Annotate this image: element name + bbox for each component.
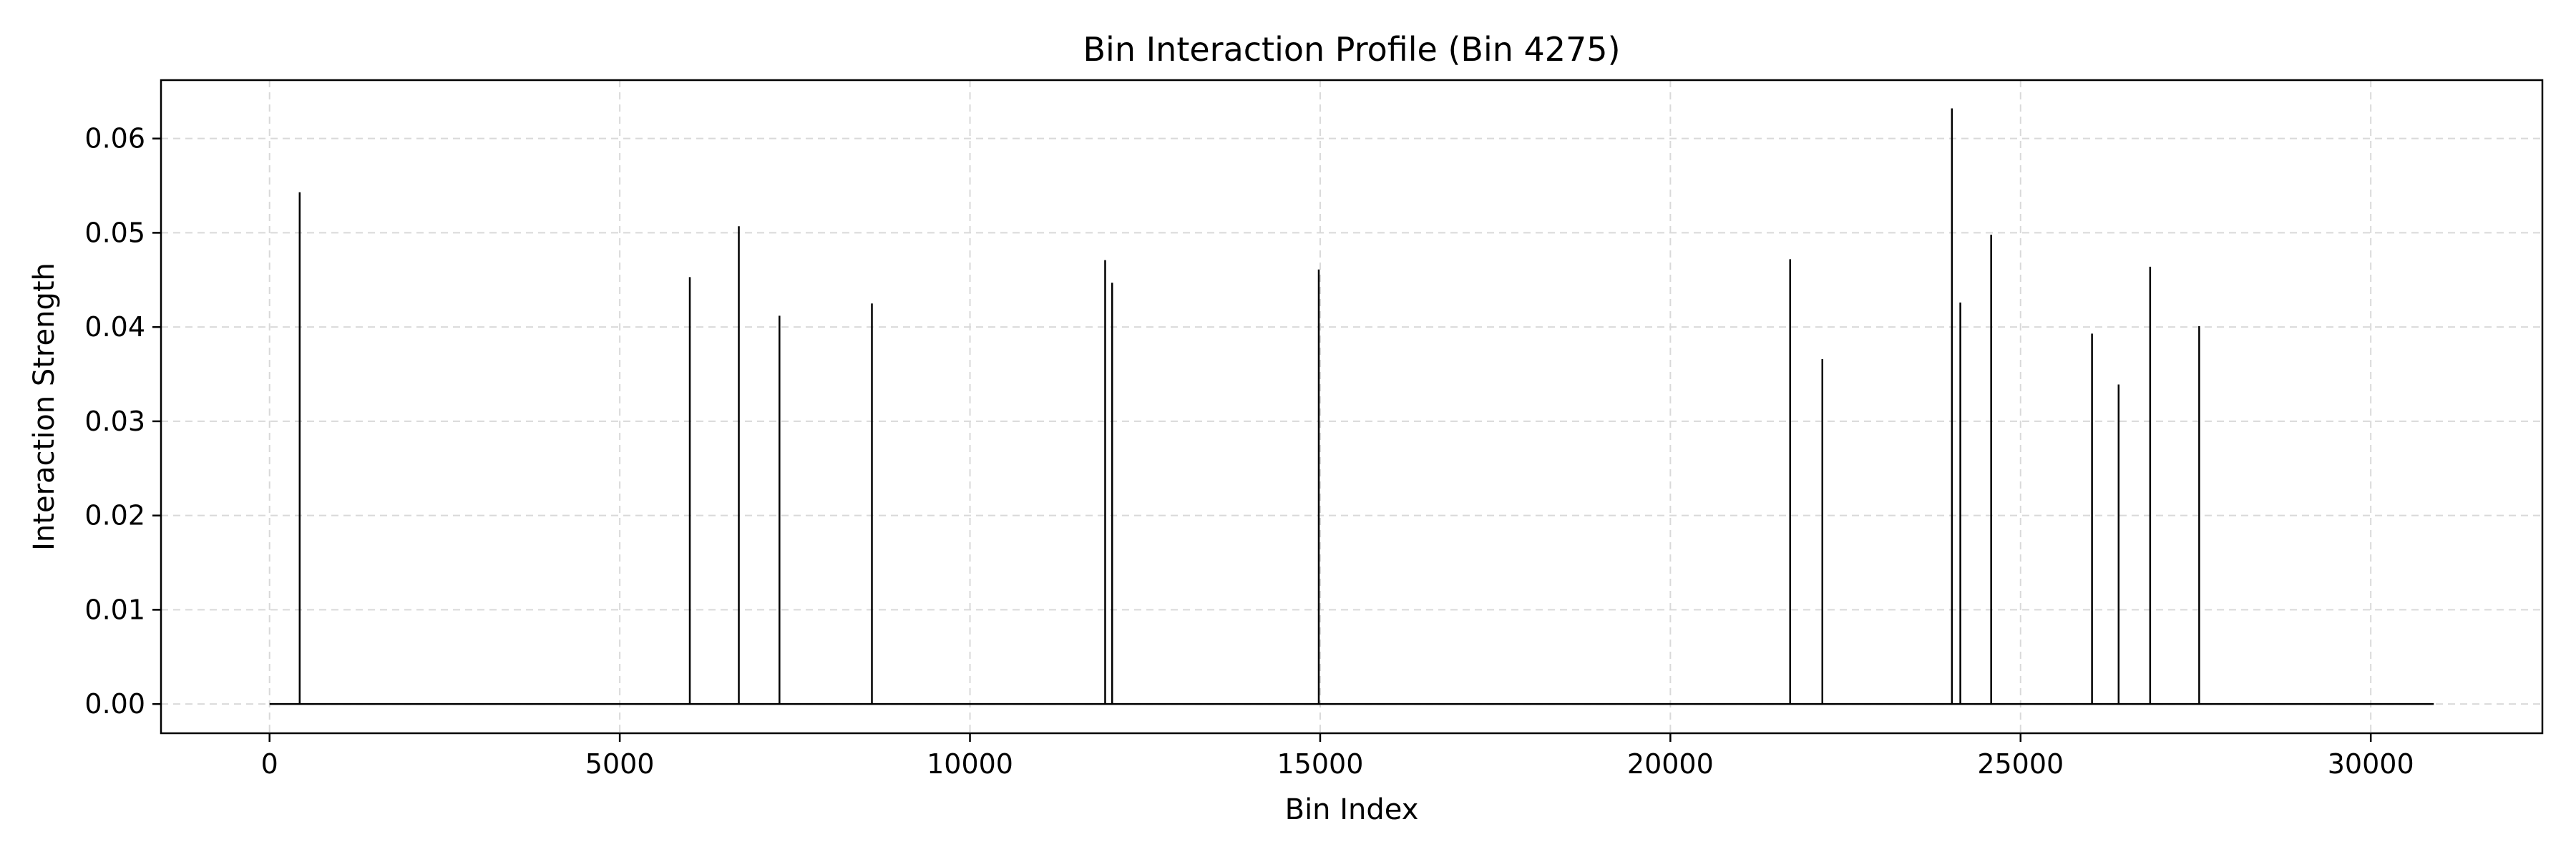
x-tick-label: 15000	[1277, 748, 1364, 780]
y-tick-label: 0.01	[84, 594, 145, 625]
x-axis-label: Bin Index	[1285, 793, 1419, 826]
plot-frame	[160, 79, 2544, 735]
grid-layer	[161, 80, 2542, 733]
axis-layer: 0 5000 10000 15000 20000 25000 30000 0.00 0.01 0.…	[84, 123, 2414, 780]
y-tick-label: 0.06	[84, 123, 145, 155]
y-axis-label: Interaction Strength	[28, 263, 61, 551]
x-tick-label: 10000	[927, 748, 1013, 780]
x-tick-label: 25000	[1977, 748, 2064, 780]
y-tick-label: 0.00	[84, 688, 145, 720]
y-tick-label: 0.03	[84, 406, 145, 437]
y-tick-label: 0.04	[84, 311, 145, 343]
chart-title: Bin Interaction Profile (Bin 4275)	[1083, 30, 1620, 69]
x-tick-label: 20000	[1627, 748, 1714, 780]
x-tick-label: 30000	[2328, 748, 2414, 780]
y-tick-label: 0.05	[84, 217, 145, 248]
data-layer	[269, 108, 2434, 705]
x-tick-label: 0	[261, 748, 278, 780]
y-tick-label: 0.02	[84, 500, 145, 532]
x-tick-label: 5000	[585, 748, 655, 780]
